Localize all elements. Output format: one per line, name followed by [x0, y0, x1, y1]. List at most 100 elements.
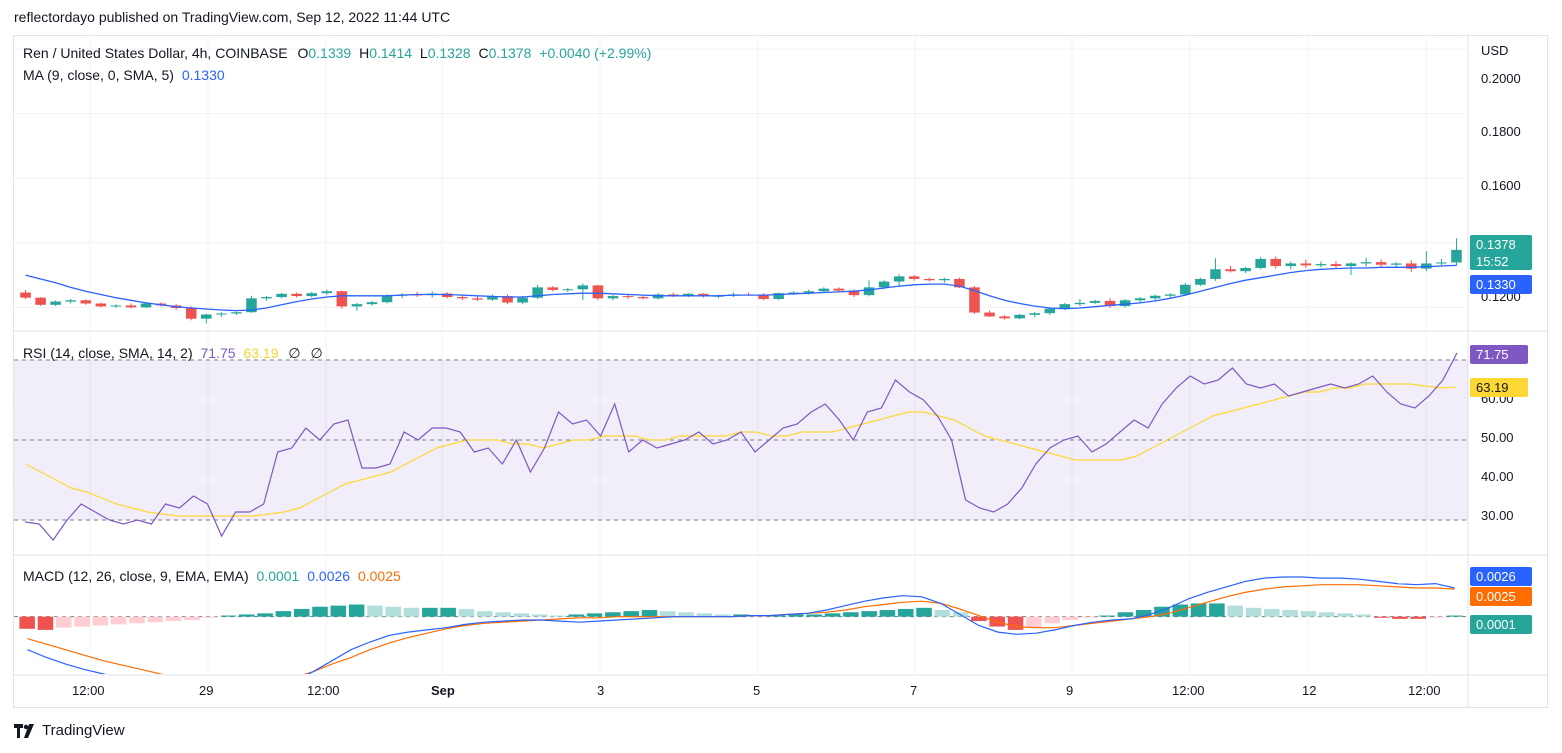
macd-hist-bar [879, 610, 896, 617]
candle-body [893, 276, 905, 282]
close-price-value: 0.1378 [1476, 237, 1516, 252]
candle-body [95, 303, 107, 307]
candle-body [878, 281, 890, 288]
symbol-title[interactable]: Ren / United States Dollar, 4h, COINBASE [23, 45, 288, 61]
change-value: +0.0040 (+2.99%) [539, 45, 652, 61]
macd-hist-bar [1227, 605, 1243, 617]
macd-hist-bar [129, 616, 145, 624]
time-label: 12 [1302, 683, 1317, 698]
macd-hist-bar [220, 615, 237, 617]
candle-body [185, 308, 197, 319]
published-caption: reflectordayo published on TradingView.c… [14, 9, 451, 25]
macd-hist-bar [843, 612, 859, 617]
rsi-legend[interactable]: RSI (14, close, SMA, 14, 2) 71.75 63.19 … [23, 345, 323, 362]
candle-body [803, 291, 815, 293]
rsi-sma-tag: 63.19 [1470, 378, 1528, 397]
candle-body [818, 288, 830, 292]
candle-body [1300, 263, 1312, 266]
candle-body [607, 296, 619, 299]
candle-body [442, 293, 453, 298]
candle-body [1285, 263, 1297, 267]
rsi-tick: 40.00 [1481, 469, 1514, 484]
candle-body [1225, 269, 1236, 272]
candle-body [321, 291, 333, 294]
candle-body [788, 292, 799, 294]
ma-label: MA (9, close, 0, SMA, 5) [23, 67, 174, 83]
candle-body [50, 301, 61, 305]
candle-body [472, 298, 483, 300]
macd-hist-bar [861, 611, 877, 617]
macd-hist-bar [605, 612, 621, 617]
macd-hist-bar [1447, 615, 1463, 617]
candle-body [1436, 262, 1447, 264]
ma-value: 0.1330 [181, 67, 225, 83]
candle-body [1195, 278, 1206, 285]
macd-hist-bar [1062, 616, 1079, 620]
candle-body [457, 297, 468, 299]
candle-body [863, 287, 875, 296]
candle-body [1240, 267, 1251, 272]
time-label: 7 [910, 683, 918, 698]
macd-line [27, 576, 1455, 674]
candle-body [110, 305, 122, 307]
ohlc-low-label: L [419, 45, 428, 61]
bar-countdown: 15:52 [1476, 254, 1509, 269]
ohlc-low-value: 0.1328 [427, 45, 471, 61]
macd-hist-bar [74, 616, 90, 627]
rsi-line [24, 352, 1458, 541]
rsi-sma-value: 63.19 [243, 345, 279, 361]
currency-label: USD [1481, 43, 1509, 58]
candle-body [140, 303, 152, 308]
candle-body [1421, 263, 1432, 269]
candle-body [562, 289, 574, 291]
macd-hist-bar [348, 604, 365, 617]
macd-hist-tag: 0.0001 [1470, 615, 1532, 634]
macd-hist-bar [476, 611, 493, 617]
candle-body [999, 316, 1010, 319]
candle-body [773, 293, 784, 299]
ma-legend[interactable]: MA (9, close, 0, SMA, 5) 0.1330 [23, 67, 225, 83]
macd-hist-bar [1337, 613, 1353, 617]
macd-hist-bar [385, 606, 402, 617]
price-tick: 0.2000 [1481, 71, 1521, 86]
time-label: 3 [597, 683, 605, 698]
candle-body [1375, 262, 1387, 265]
candle-body [1330, 264, 1342, 267]
candle-body [954, 278, 965, 288]
brand[interactable]: TradingView [14, 722, 125, 739]
candle-body [1089, 300, 1101, 303]
close-price-tag: 0.1378 15:52 [1470, 235, 1532, 270]
chart-frame [13, 35, 1548, 708]
macd-hist-bar [1026, 616, 1042, 628]
candle-body [1315, 264, 1327, 266]
macd-label: MACD (12, 26, close, 9, EMA, EMA) [23, 568, 249, 584]
ohlc-close-label: C [478, 45, 489, 61]
ohlc-high-value: 0.1414 [369, 45, 413, 61]
macd-hist-bar [19, 616, 35, 629]
candle-body [261, 297, 272, 299]
candle-body [1451, 249, 1462, 263]
candle-body [1180, 284, 1191, 295]
rsi-extra-2: ∅ [310, 345, 323, 361]
macd-hist-bar [202, 616, 218, 618]
candle-body [80, 300, 92, 304]
macd-hist-bar [1099, 615, 1115, 617]
time-label: 12:00 [1172, 683, 1205, 698]
macd-hist-bar [897, 608, 914, 617]
candle-body [924, 278, 935, 281]
time-label: 29 [199, 683, 214, 698]
ma-price-tag: 0.1330 [1470, 275, 1532, 294]
time-label: 12:00 [1408, 683, 1441, 698]
macd-legend[interactable]: MACD (12, 26, close, 9, EMA, EMA) 0.0001… [23, 568, 401, 584]
macd-hist-bar [531, 614, 548, 617]
macd-hist-bar [1428, 616, 1445, 618]
time-axis[interactable]: 12:00 29 12:00 Sep 3 5 7 9 12:00 12 12:0… [0, 683, 1562, 703]
candle-body [1406, 263, 1417, 269]
candle-body [683, 293, 694, 296]
candle-body [1210, 269, 1221, 279]
candle-body [908, 276, 920, 279]
time-label: 12:00 [307, 683, 340, 698]
candle-body [984, 312, 995, 317]
candle-body [833, 288, 845, 291]
